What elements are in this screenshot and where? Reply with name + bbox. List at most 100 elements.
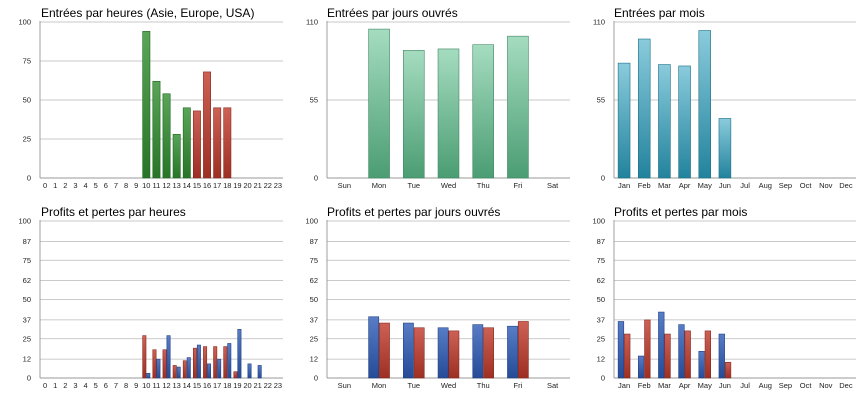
x-tick-label: 6 xyxy=(104,381,108,390)
y-tick-label: 75 xyxy=(23,256,31,265)
chart-title: Entrées par jours ouvrés xyxy=(327,6,458,20)
x-tick-label: 15 xyxy=(193,181,201,190)
y-tick-label: 55 xyxy=(310,96,318,105)
y-tick-label: 50 xyxy=(597,295,605,304)
bar xyxy=(617,62,631,179)
bar xyxy=(624,333,631,379)
bar xyxy=(176,366,181,379)
y-tick-label: 12 xyxy=(23,355,31,364)
bar xyxy=(664,333,671,379)
x-tick-label: 23 xyxy=(274,381,282,390)
bar xyxy=(413,327,425,379)
bar xyxy=(257,365,262,379)
x-tick-label: 9 xyxy=(134,181,138,190)
y-tick-label: 62 xyxy=(23,276,31,285)
bar xyxy=(196,344,201,379)
y-tick-label: 87 xyxy=(23,237,31,246)
bar xyxy=(213,107,222,179)
x-tick-label: Nov xyxy=(819,181,833,190)
x-tick-label: 21 xyxy=(254,381,262,390)
bar xyxy=(617,321,625,379)
bar xyxy=(483,327,494,379)
x-tick-label: 13 xyxy=(173,181,181,190)
bar xyxy=(678,65,691,179)
bar xyxy=(207,363,212,379)
x-tick-label: Sep xyxy=(779,381,792,390)
x-tick-label: Sat xyxy=(547,381,559,390)
x-tick-label: Dec xyxy=(839,381,853,390)
bar xyxy=(156,358,161,379)
x-tick-label: Jun xyxy=(719,381,731,390)
x-tick-label: Mon xyxy=(372,381,387,390)
x-tick-label: 17 xyxy=(213,381,221,390)
bar xyxy=(247,363,252,379)
y-tick-label: 37 xyxy=(23,315,31,324)
y-tick-label: 25 xyxy=(597,334,605,343)
y-tick-label: 62 xyxy=(597,276,605,285)
y-tick-label: 25 xyxy=(23,135,31,144)
x-tick-label: Jan xyxy=(618,181,630,190)
chart-pl-weekday: 0 12 25 37 50 62 75 87 100 Sun Mon Tue Wed Thu Fri Sat xyxy=(305,217,570,390)
y-tick-label: 55 xyxy=(597,96,605,105)
y-tick-label: 100 xyxy=(18,217,31,226)
chart-title: Profits et pertes par mois xyxy=(614,205,748,219)
bar xyxy=(237,329,242,379)
x-tick-label: Jun xyxy=(719,181,731,190)
x-tick-label: Oct xyxy=(800,381,813,390)
bar xyxy=(172,134,181,179)
bar xyxy=(152,349,157,379)
x-tick-label: 19 xyxy=(233,181,241,190)
x-tick-label: May xyxy=(698,381,712,390)
x-tick-label: Apr xyxy=(679,181,691,190)
x-tick-label: Jul xyxy=(740,181,750,190)
x-tick-label: 11 xyxy=(153,181,161,190)
x-tick-label: Nov xyxy=(819,381,833,390)
y-tick-label: 110 xyxy=(306,18,318,27)
bar xyxy=(152,80,161,179)
bar xyxy=(186,357,191,379)
x-tick-label: 22 xyxy=(264,181,272,190)
bar xyxy=(507,325,518,379)
x-tick-label: Fri xyxy=(514,381,523,390)
x-tick-label: 0 xyxy=(43,381,47,390)
x-tick-label: Thu xyxy=(477,381,490,390)
bar xyxy=(678,324,685,379)
x-tick-label: 20 xyxy=(243,181,251,190)
bar xyxy=(403,322,414,379)
bar xyxy=(472,44,494,179)
bar xyxy=(684,330,691,379)
y-tick-label: 0 xyxy=(314,374,318,383)
x-tick-label: 16 xyxy=(203,381,211,390)
x-tick-label: 15 xyxy=(193,381,201,390)
bar xyxy=(517,321,529,379)
x-tick-label: 8 xyxy=(124,381,128,390)
y-tick-label: 12 xyxy=(310,355,318,364)
x-tick-label: 8 xyxy=(124,181,128,190)
panel-pl-weekday: Profits et pertes par jours ouvrés 0 12 25… xyxy=(287,200,574,400)
bar xyxy=(704,330,712,379)
x-tick-label: 20 xyxy=(243,381,251,390)
x-tick-label: Oct xyxy=(800,181,813,190)
y-tick-label: 50 xyxy=(310,295,318,304)
bar xyxy=(644,319,651,379)
bar xyxy=(637,38,651,179)
y-tick-label: 0 xyxy=(27,174,31,183)
x-tick-label: 2 xyxy=(63,381,67,390)
x-tick-label: Aug xyxy=(759,381,772,390)
x-tick-label: Wed xyxy=(441,381,456,390)
bar xyxy=(724,362,732,379)
x-tick-label: Tue xyxy=(407,181,420,190)
panel-pl-hour: Profits et pertes par heures 0 12 25 37 50 62… xyxy=(0,200,287,400)
x-tick-label: Jan xyxy=(618,381,630,390)
x-tick-label: Feb xyxy=(638,381,651,390)
y-tick-label: 100 xyxy=(592,217,605,226)
bar xyxy=(166,335,171,379)
x-tick-label: Sun xyxy=(338,181,351,190)
y-tick-label: 37 xyxy=(597,315,605,324)
bar xyxy=(192,347,197,379)
x-tick-label: Mar xyxy=(658,381,671,390)
x-tick-label: Aug xyxy=(759,181,772,190)
bar xyxy=(162,93,171,179)
bar xyxy=(718,118,732,179)
